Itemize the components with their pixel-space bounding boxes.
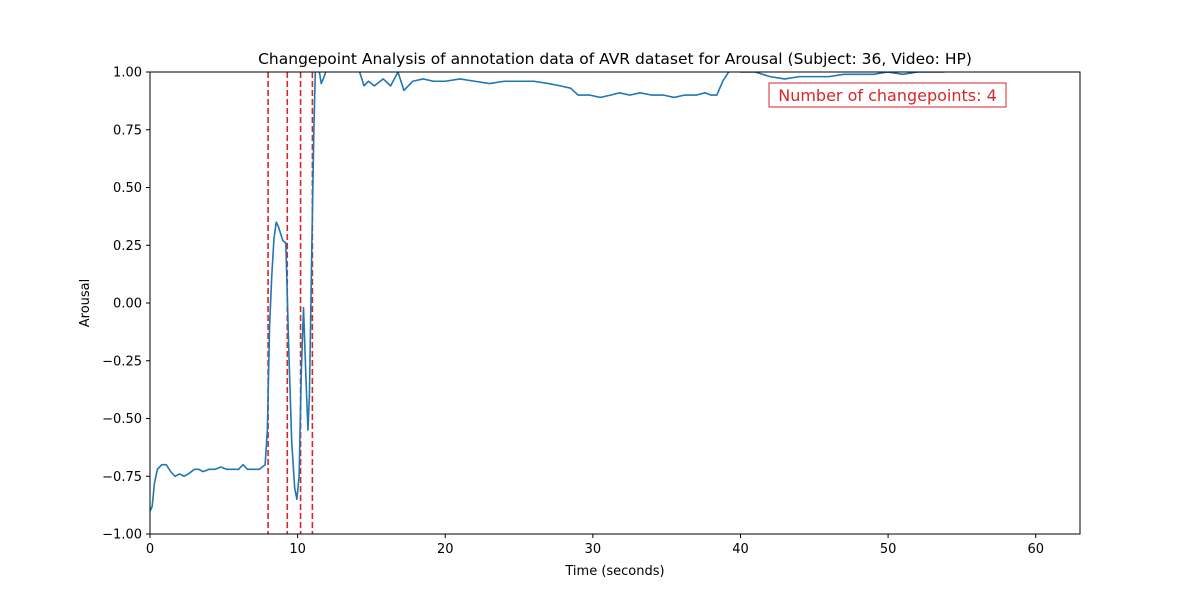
y-tick-label: −1.00 <box>102 528 142 543</box>
x-tick-label: 50 <box>880 542 897 557</box>
y-tick-label: 0.75 <box>113 123 142 138</box>
plot-area <box>150 72 1080 534</box>
y-axis: −1.00 −0.75 −0.50 −0.25 0.00 0.25 0.50 0.75 1.00 <box>102 66 150 543</box>
y-tick-label: −0.25 <box>102 354 142 369</box>
y-tick-label: 0.25 <box>113 239 142 254</box>
x-tick-label: 40 <box>732 542 749 557</box>
x-tick-label: 20 <box>437 542 454 557</box>
arousal-series-line <box>150 72 945 512</box>
x-axis-label: Time (seconds) <box>564 564 664 579</box>
x-tick-label: 10 <box>289 542 306 557</box>
y-tick-label: −0.75 <box>102 470 142 485</box>
annotation-box <box>768 82 1007 108</box>
annotation-text: Number of changepoints: 4 <box>778 86 997 105</box>
series-layer <box>150 72 945 512</box>
y-axis-label: Arousal <box>78 279 93 328</box>
changepoint-count-annotation: Number of changepoints: 4 <box>768 82 1007 108</box>
y-tick-label: 1.00 <box>113 66 142 81</box>
x-tick-label: 30 <box>585 542 602 557</box>
x-tick-label: 60 <box>1027 542 1044 557</box>
y-tick-label: −0.50 <box>102 412 142 427</box>
chart-title: Changepoint Analysis of annotation data … <box>258 50 972 68</box>
x-tick-label: 0 <box>146 542 154 557</box>
x-axis: 0 10 20 30 40 50 60 <box>146 534 1044 557</box>
y-tick-label: 0.50 <box>113 181 142 196</box>
y-tick-label: 0.00 <box>113 297 142 312</box>
